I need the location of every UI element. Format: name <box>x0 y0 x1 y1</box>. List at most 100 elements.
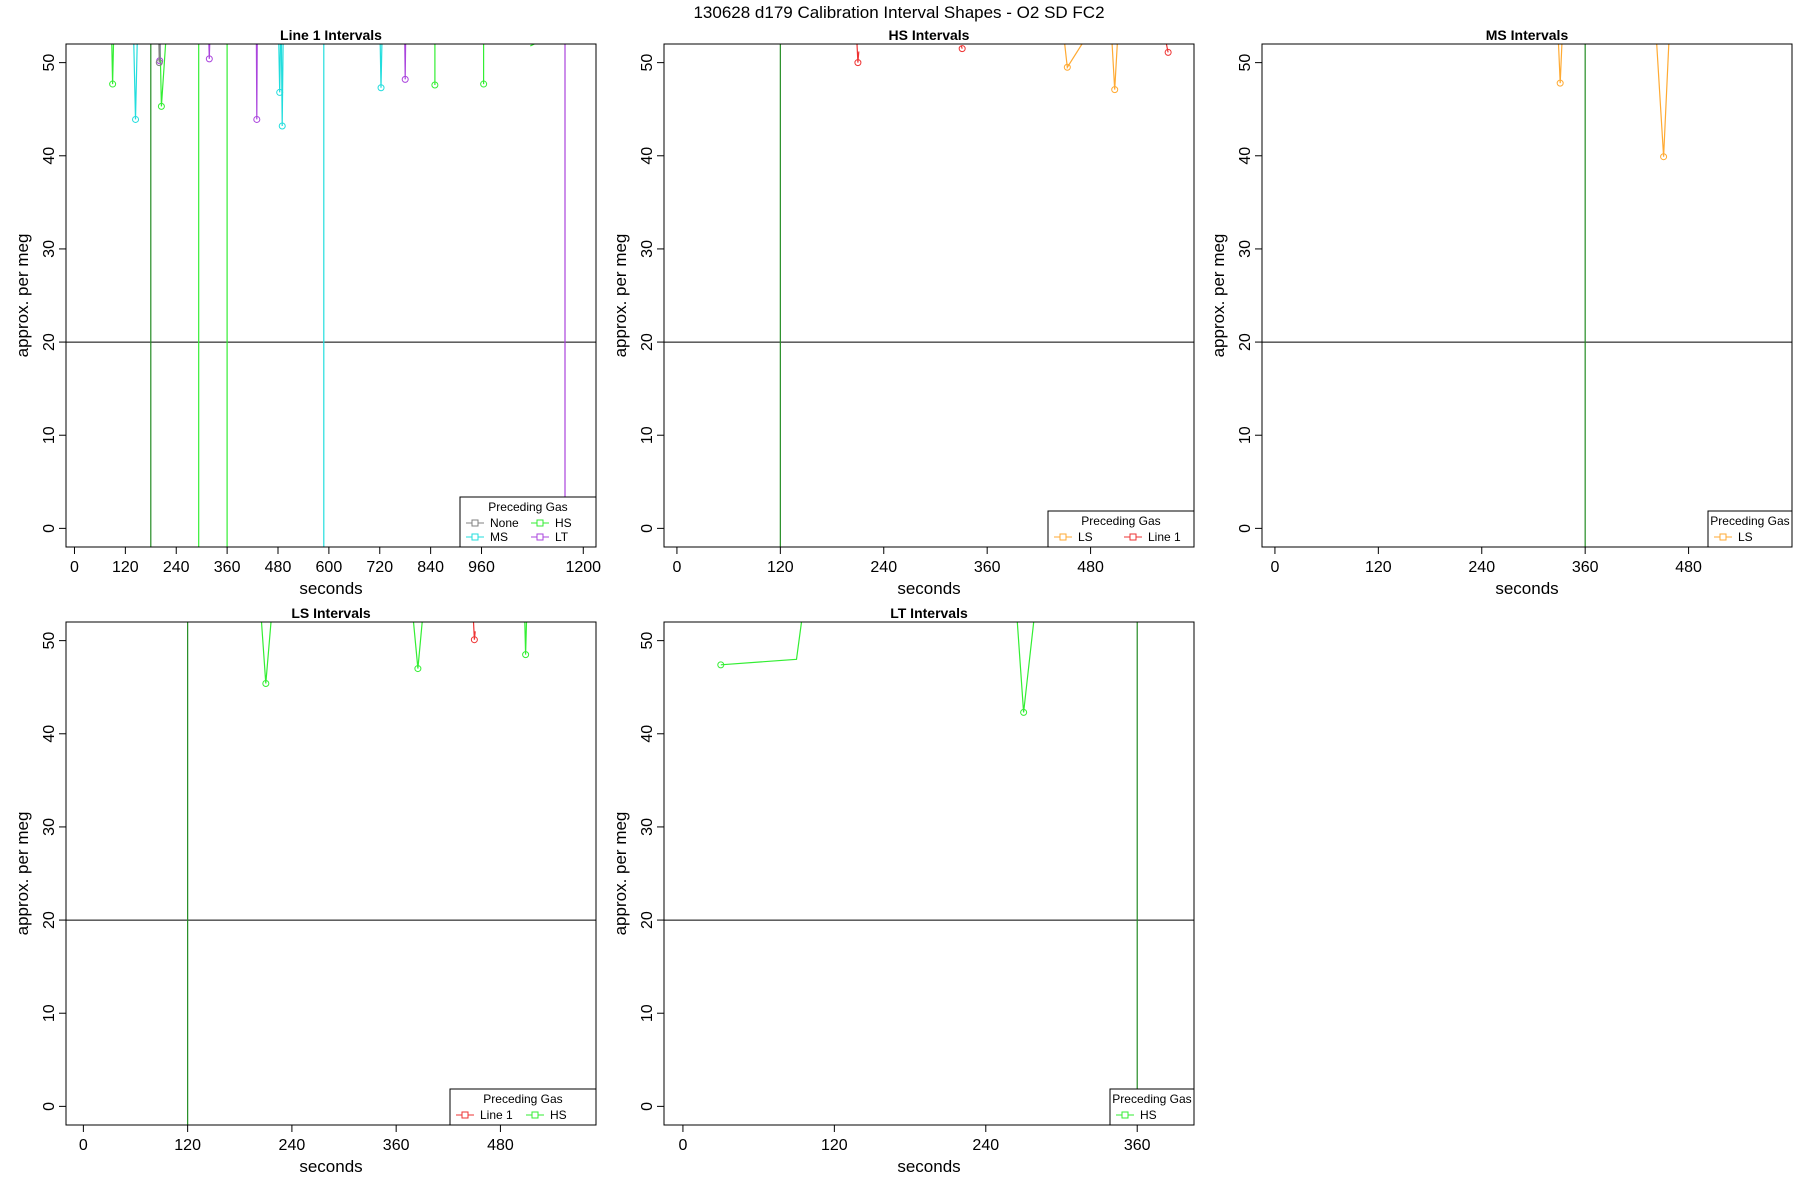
y-tick-label: 10 <box>41 1004 58 1022</box>
legend-entry: Line 1 <box>480 1108 513 1122</box>
figure-suptitle: 130628 d179 Calibration Interval Shapes … <box>693 3 1104 22</box>
x-axis-label: seconds <box>897 579 960 598</box>
x-tick-label: 600 <box>316 559 343 576</box>
series-line-hs <box>412 622 423 669</box>
y-tick-label: 40 <box>1237 147 1254 165</box>
series-line-lt <box>404 44 407 80</box>
series-line-none <box>158 44 161 63</box>
y-tick-label: 50 <box>1237 54 1254 72</box>
y-tick-label: 20 <box>1237 333 1254 351</box>
legend: Preceding Gas Line 1 HS <box>449 1088 597 1126</box>
series-line-ls <box>1656 44 1670 157</box>
series-point <box>958 45 966 53</box>
y-tick-label: 50 <box>639 632 656 650</box>
y-axis-label: approx. per meg <box>611 812 630 936</box>
series-point <box>276 88 284 96</box>
x-tick-label: 240 <box>163 559 190 576</box>
legend-swatch-marker <box>461 1111 469 1119</box>
x-tick-label: 0 <box>70 559 79 576</box>
legend-title: Preceding Gas <box>483 1092 562 1106</box>
series-point <box>1556 79 1564 87</box>
y-tick-label: 40 <box>41 725 58 743</box>
panel-title: MS Intervals <box>1486 27 1569 43</box>
series-line-lt <box>255 44 258 120</box>
x-tick-label: 120 <box>174 1137 201 1154</box>
panel-3: LS Intervals 0 10 20 30 40 50 0 120 240 360 480 seco… <box>13 605 597 1176</box>
y-tick-label: 50 <box>41 632 58 650</box>
series-line-hs <box>260 622 272 684</box>
series-point <box>132 115 140 123</box>
x-tick-label: 120 <box>767 559 794 576</box>
x-tick-label: 360 <box>974 559 1001 576</box>
y-tick-label: 30 <box>639 818 656 836</box>
legend: Preceding Gas HS <box>1109 1088 1195 1126</box>
x-tick-label: 480 <box>1077 559 1104 576</box>
series-line-ms <box>133 44 138 120</box>
y-tick-label: 30 <box>41 818 58 836</box>
panel-title: HS Intervals <box>889 27 970 43</box>
y-tick-label: 20 <box>639 333 656 351</box>
x-tick-label: 720 <box>366 559 393 576</box>
panel-0: Line 1 Intervals 0 10 20 30 40 50 0 120 240 360 480… <box>13 27 601 598</box>
series-point <box>480 80 488 88</box>
x-tick-label: 840 <box>417 559 444 576</box>
x-tick-label: 480 <box>1675 559 1702 576</box>
y-tick-label: 30 <box>639 240 656 258</box>
y-tick-label: 20 <box>41 333 58 351</box>
legend-swatch-marker <box>1121 1111 1129 1119</box>
series-group <box>109 44 566 547</box>
legend-entry: LS <box>1078 530 1093 544</box>
y-tick-label: 30 <box>1237 240 1254 258</box>
legend-swatch-marker <box>471 533 479 541</box>
series-line-ls <box>1111 44 1118 90</box>
y-tick-label: 30 <box>41 240 58 258</box>
legend-entry: LT <box>555 530 569 544</box>
legend-entry: HS <box>1140 1108 1157 1122</box>
series-point <box>522 651 530 659</box>
x-tick-label: 360 <box>383 1137 410 1154</box>
series-point <box>157 102 165 110</box>
series-group <box>854 44 1172 94</box>
plot-frame <box>663 621 1195 1126</box>
y-axis-label: approx. per meg <box>13 812 32 936</box>
series-line-hs <box>159 44 167 107</box>
series-point <box>377 84 385 92</box>
series-point <box>470 636 478 644</box>
series-line-hs <box>720 622 803 666</box>
x-tick-label: 240 <box>1468 559 1495 576</box>
panel-title: Line 1 Intervals <box>280 27 382 43</box>
series-line-lt <box>208 44 211 59</box>
legend-title: Preceding Gas <box>1112 1092 1191 1106</box>
series-line-ls <box>1557 44 1563 84</box>
series-point <box>1020 708 1028 716</box>
series-point <box>1164 48 1172 56</box>
plot-frame <box>65 43 597 548</box>
legend-box <box>449 1088 597 1126</box>
y-axis-label: approx. per meg <box>611 234 630 358</box>
panels: Line 1 Intervals 0 10 20 30 40 50 0 120 240 360 480… <box>13 27 1793 1176</box>
series-line-hs <box>1016 622 1035 713</box>
legend: Preceding Gas LS <box>1707 510 1793 548</box>
y-tick-label: 0 <box>639 524 656 533</box>
x-tick-label: 360 <box>1124 1137 1151 1154</box>
legend-swatch-marker <box>471 519 479 527</box>
legend-title: Preceding Gas <box>488 500 567 514</box>
x-axis-label: seconds <box>1495 579 1558 598</box>
plot-frame <box>1261 43 1793 548</box>
y-tick-label: 10 <box>1237 426 1254 444</box>
x-tick-label: 240 <box>279 1137 306 1154</box>
legend-swatch-marker <box>1719 533 1727 541</box>
panel-title: LT Intervals <box>890 605 968 621</box>
x-axis-label: seconds <box>299 1157 362 1176</box>
series-point <box>155 59 163 67</box>
series-point <box>278 122 286 130</box>
panel-4: LT Intervals 0 10 20 30 40 50 0 120 240 360 seconds… <box>611 605 1195 1176</box>
y-tick-label: 20 <box>639 911 656 929</box>
series-group <box>717 622 1035 716</box>
series-line-hs <box>111 44 115 85</box>
legend-title: Preceding Gas <box>1710 514 1789 528</box>
y-tick-label: 10 <box>41 426 58 444</box>
series-point <box>262 679 270 687</box>
x-tick-label: 360 <box>1572 559 1599 576</box>
x-tick-label: 0 <box>678 1137 687 1154</box>
